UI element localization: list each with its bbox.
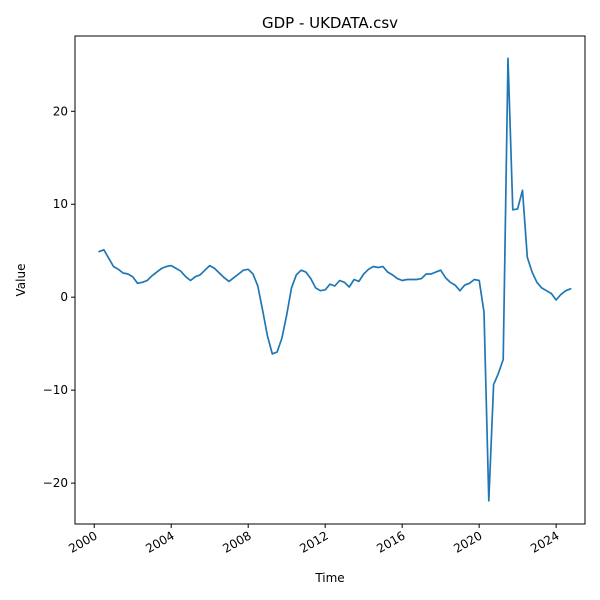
x-tick-label: 2024 <box>528 528 561 555</box>
y-tick-label: 0 <box>60 290 68 304</box>
series-layer <box>98 57 572 502</box>
y-axis-title: Value <box>14 264 28 297</box>
x-axis: 2000 2004 2008 2012 2016 2020 2024 <box>66 524 562 556</box>
y-tick-label: 10 <box>53 197 68 211</box>
chart-title: GDP - UKDATA.csv <box>262 14 398 32</box>
x-tick-label: 2008 <box>220 528 253 555</box>
y-axis: −20 −10 0 10 20 <box>43 104 75 490</box>
x-tick-label: 2016 <box>374 528 407 555</box>
series-line <box>98 57 572 502</box>
y-tick-label: −20 <box>43 476 68 490</box>
x-tick-label: 2000 <box>66 528 99 555</box>
x-tick-label: 2020 <box>451 528 484 555</box>
x-axis-title: Time <box>314 571 344 585</box>
y-tick-label: −10 <box>43 383 68 397</box>
y-tick-label: 20 <box>53 104 68 118</box>
x-tick-label: 2004 <box>143 528 176 555</box>
plot-frame <box>74 35 586 525</box>
x-tick-label: 2012 <box>297 528 330 555</box>
